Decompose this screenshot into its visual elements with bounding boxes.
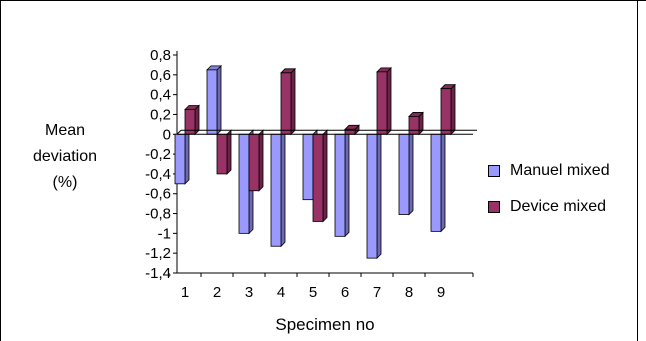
y-tick-label: 0,4: [150, 87, 171, 104]
legend: Manuel mixed Device mixed: [488, 158, 610, 230]
zero-line-depth: [176, 129, 182, 135]
y-tick-label: -1: [158, 225, 171, 242]
frame-left-border: [0, 0, 1, 341]
y-tick-label: -1,4: [145, 265, 171, 282]
bar-manuel-7: [366, 129, 382, 260]
legend-item: Manuel mixed: [488, 158, 610, 184]
bar-device-7: [376, 66, 392, 136]
bar-device-8: [408, 111, 424, 136]
y-tick-label: 0,8: [150, 47, 171, 64]
legend-swatch: [488, 201, 500, 213]
bar-device-4: [280, 67, 296, 136]
x-tick-label: 3: [245, 284, 253, 301]
x-tick-label: 7: [373, 284, 381, 301]
x-tick-label: 5: [309, 284, 317, 301]
x-tick-label: 9: [437, 284, 445, 301]
y-tick-label: -0,6: [145, 186, 171, 203]
bar-device-9: [440, 83, 456, 136]
bar-manuel-4: [270, 129, 286, 248]
legend-item: Device mixed: [488, 194, 610, 220]
legend-swatch: [488, 165, 500, 177]
x-axis-label: Specimen no: [275, 315, 374, 334]
bar-manuel-8: [398, 129, 414, 216]
bar-device-3: [248, 129, 264, 192]
x-tick-label: 1: [181, 284, 189, 301]
x-tick-label: 2: [213, 284, 221, 301]
bar-manuel-9: [430, 129, 446, 233]
bar-device-2: [216, 129, 232, 175]
x-tick-label: 6: [341, 284, 349, 301]
y-tick-label: 0,2: [150, 106, 171, 123]
bar-device-5: [312, 129, 328, 223]
y-tick-label: 0,6: [150, 67, 171, 84]
bar-manuel-6: [334, 129, 350, 238]
x-tick-label: 8: [405, 284, 413, 301]
y-tick-label: -0,8: [145, 206, 171, 223]
y-axis-label-line: deviation: [32, 148, 98, 165]
y-tick-label: -0,4: [145, 166, 171, 183]
frame-right-border: [637, 0, 638, 341]
legend-label: Device mixed: [510, 198, 607, 215]
x-tick-label: 4: [277, 284, 285, 301]
frame-top-border: [0, 0, 646, 1]
legend-label: Manuel mixed: [510, 162, 610, 179]
y-axis-label-line: (%): [52, 174, 78, 191]
y-tick-label: -0,2: [145, 146, 171, 163]
y-tick-label: -1,2: [145, 245, 171, 262]
y-axis-label-line: Mean: [44, 122, 86, 139]
y-tick-label: 0: [163, 126, 171, 143]
bar-manuel-1: [174, 129, 190, 185]
bar-manuel-2: [206, 64, 222, 136]
